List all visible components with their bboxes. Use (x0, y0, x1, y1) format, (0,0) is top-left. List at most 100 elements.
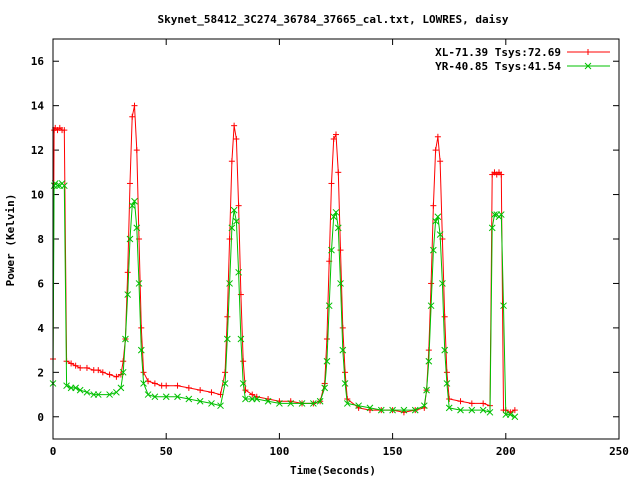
data-point (446, 396, 453, 402)
data-point (264, 397, 272, 405)
data-point (228, 224, 236, 232)
data-point (323, 357, 331, 365)
data-point (117, 384, 125, 392)
data-point (237, 335, 245, 343)
data-point (233, 136, 240, 142)
data-point (342, 369, 349, 376)
data-point (457, 406, 464, 414)
data-point (235, 268, 243, 276)
data-point (428, 280, 435, 287)
data-point (76, 386, 84, 394)
data-point (506, 411, 514, 418)
data-point (330, 136, 337, 142)
data-point (400, 406, 408, 414)
data-point (423, 386, 430, 394)
data-point (321, 384, 329, 392)
data-point (221, 380, 229, 387)
data-point (63, 382, 70, 390)
data-point (479, 406, 487, 414)
chart-title: Skynet_58412_3C274_36784_37665_cal.txt, … (158, 13, 509, 26)
data-point (430, 202, 437, 209)
data-point (488, 224, 496, 232)
data-point (106, 371, 113, 378)
data-point (441, 346, 449, 354)
data-point (223, 335, 231, 343)
data-point (335, 169, 342, 176)
x-tick-label: 0 (50, 445, 57, 458)
data-point (420, 402, 428, 410)
data-point (427, 302, 435, 310)
data-point (144, 391, 152, 398)
data-point (94, 391, 102, 398)
data-point (334, 224, 342, 232)
y-tick-label: 16 (31, 55, 45, 68)
legend-marker (585, 49, 591, 55)
data-point (233, 217, 240, 225)
data-point (468, 406, 476, 414)
data-point (61, 127, 68, 134)
data-point (337, 247, 344, 254)
data-point (131, 197, 138, 205)
axes-group: 0 50 100 150 200 250 0 2 4 6 8 10 12 14 16 (31, 39, 629, 458)
data-point (287, 400, 295, 407)
data-point (137, 346, 145, 354)
data-point (443, 369, 450, 376)
data-point (486, 408, 494, 416)
data-point (226, 280, 233, 287)
data-point (133, 147, 140, 154)
data-point (174, 382, 181, 389)
data-point (441, 313, 448, 320)
data-point (140, 380, 147, 387)
data-point (231, 122, 238, 129)
y-tick-label: 2 (37, 366, 44, 379)
data-point (316, 397, 324, 405)
legend-label: YR-40.85 Tsys:41.54 (435, 60, 561, 73)
data-point (95, 367, 102, 374)
data-point (230, 206, 238, 214)
y-tick-label: 12 (31, 144, 44, 157)
data-point (443, 380, 451, 387)
data-point (224, 313, 231, 320)
data-point (411, 406, 419, 414)
x-tick-label: 150 (383, 445, 403, 458)
data-point (235, 202, 242, 209)
data-point (253, 395, 261, 403)
data-point (83, 364, 90, 371)
data-point (119, 368, 127, 376)
data-point (240, 358, 247, 365)
data-point (432, 217, 439, 225)
data-point (122, 335, 129, 343)
data-point (432, 147, 439, 154)
data-point (185, 384, 192, 391)
data-point (131, 102, 138, 109)
data-point (196, 397, 204, 405)
data-point (491, 211, 498, 218)
data-point (60, 182, 68, 190)
y-tick-label: 10 (31, 189, 44, 202)
data-point (242, 395, 249, 403)
data-point (249, 391, 256, 398)
x-tick-label: 50 (160, 445, 173, 458)
y-axis-label: Power (Kelvin) (4, 194, 17, 287)
data-point (185, 395, 193, 403)
data-point (217, 402, 224, 410)
data-point (445, 404, 453, 412)
data-point (330, 213, 338, 221)
x-tick-label: 200 (496, 445, 516, 458)
data-point (429, 246, 437, 254)
data-point (457, 398, 464, 405)
data-point (333, 131, 339, 138)
y-tick-label: 8 (37, 233, 44, 246)
data-point (68, 360, 75, 367)
data-point (113, 373, 120, 380)
data-point (434, 133, 441, 140)
x-tick-label: 100 (269, 445, 289, 458)
data-point (511, 407, 518, 414)
data-point (151, 380, 158, 387)
y-tick-label: 14 (31, 100, 45, 113)
data-point (497, 211, 505, 218)
y-tick-label: 0 (37, 411, 44, 424)
data-point (106, 391, 113, 398)
data-point (162, 393, 170, 401)
